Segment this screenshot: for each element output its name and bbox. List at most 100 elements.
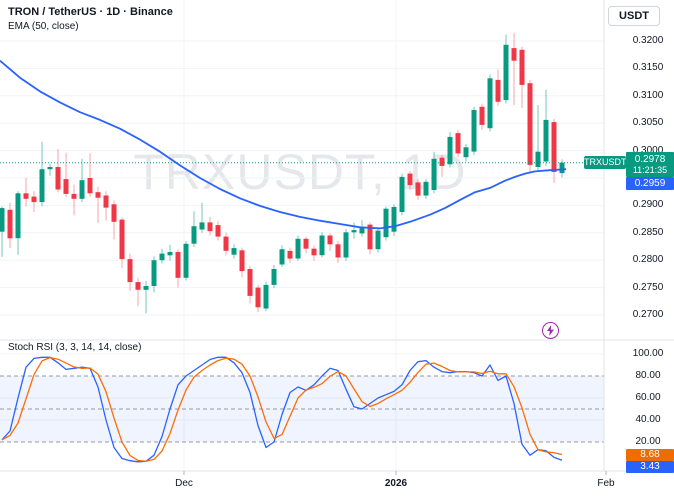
time-axis-label: Dec bbox=[175, 478, 193, 489]
candle bbox=[167, 252, 173, 256]
indicator-axis-label: 20.00 bbox=[635, 436, 661, 447]
candle bbox=[519, 49, 525, 85]
candle bbox=[127, 259, 133, 283]
symbol-price-line-label: TRXUSDT bbox=[584, 156, 627, 169]
indicator-axis-label: 60.00 bbox=[635, 392, 661, 403]
stoch-k-value-badge: 3.43 bbox=[626, 461, 674, 473]
lightning-icon bbox=[547, 325, 554, 336]
candle bbox=[455, 133, 461, 154]
candle bbox=[287, 250, 293, 259]
candle bbox=[431, 158, 437, 190]
candle bbox=[439, 157, 445, 166]
candle bbox=[511, 48, 517, 61]
candle bbox=[23, 193, 29, 199]
candle bbox=[207, 222, 213, 232]
symbol-watermark: TRXUSDT, 1D bbox=[133, 144, 467, 200]
candle bbox=[215, 225, 221, 237]
candle bbox=[367, 224, 373, 250]
candle bbox=[559, 162, 565, 174]
candle bbox=[71, 193, 77, 199]
candle bbox=[263, 284, 269, 309]
candle bbox=[535, 151, 541, 167]
candle bbox=[543, 119, 549, 162]
stoch-d-value-badge: 8.68 bbox=[626, 449, 674, 461]
price-axis-label: 0.3150 bbox=[632, 62, 664, 73]
candle bbox=[335, 244, 341, 258]
price-axis-label: 0.2700 bbox=[632, 309, 664, 320]
candle bbox=[247, 269, 253, 296]
time-axis-label: Feb bbox=[597, 478, 615, 489]
candle bbox=[423, 181, 429, 196]
candle bbox=[55, 167, 61, 190]
ema-line bbox=[0, 60, 567, 230]
candle bbox=[343, 232, 349, 258]
candle bbox=[79, 180, 85, 199]
candle bbox=[351, 230, 357, 233]
price-axis-label: 0.3000 bbox=[632, 145, 664, 156]
candle bbox=[31, 196, 37, 203]
candle bbox=[15, 193, 21, 239]
candle bbox=[391, 207, 397, 232]
candle bbox=[151, 260, 157, 286]
candle bbox=[463, 147, 469, 158]
price-axis-label: 0.2850 bbox=[632, 227, 664, 238]
candle bbox=[487, 78, 493, 129]
candle bbox=[319, 235, 325, 256]
price-axis-label: 0.2900 bbox=[632, 199, 664, 210]
candle bbox=[231, 248, 237, 255]
candle bbox=[503, 44, 509, 101]
candle bbox=[119, 219, 125, 260]
stoch-d-line bbox=[1, 356, 563, 462]
candle bbox=[143, 286, 149, 290]
candle bbox=[191, 226, 197, 244]
indicator-axis-label: 80.00 bbox=[635, 370, 661, 381]
candle bbox=[111, 204, 117, 222]
instant-trading-button[interactable] bbox=[542, 322, 559, 339]
price-axis-label: 0.2750 bbox=[632, 282, 664, 293]
legend-symbol-title[interactable]: TRON / TetherUS · 1D · Binance bbox=[8, 6, 173, 18]
candle bbox=[407, 173, 413, 186]
time-axis-label: 2026 bbox=[384, 478, 408, 489]
candle bbox=[103, 195, 109, 208]
candle bbox=[303, 238, 309, 249]
candle bbox=[295, 238, 301, 259]
currency-unit-button[interactable]: USDT bbox=[608, 6, 660, 26]
candle bbox=[63, 179, 69, 194]
candle bbox=[327, 235, 333, 245]
candle bbox=[399, 176, 405, 212]
candle bbox=[415, 182, 421, 196]
candle bbox=[279, 249, 285, 265]
candle bbox=[135, 282, 141, 290]
indicator-axis-label: 40.00 bbox=[635, 414, 661, 425]
ema-value-badge: 0.2959 bbox=[626, 177, 674, 190]
candle bbox=[527, 83, 533, 165]
countdown-timer: 11:21:35 bbox=[632, 165, 668, 175]
legend-ema-indicator[interactable]: EMA (50, close) bbox=[8, 21, 79, 32]
candle bbox=[159, 253, 165, 261]
last-price-badge: 0.2978 11:21:35 bbox=[626, 152, 674, 177]
candle bbox=[255, 287, 261, 308]
price-axis-label: 0.2800 bbox=[632, 254, 664, 265]
candle bbox=[183, 243, 189, 278]
candle bbox=[199, 222, 205, 230]
candle bbox=[39, 169, 45, 203]
candle bbox=[175, 252, 181, 278]
candle bbox=[87, 178, 93, 194]
price-axis-label: 0.3050 bbox=[632, 117, 664, 128]
candle bbox=[375, 230, 381, 250]
candle bbox=[47, 167, 53, 170]
legend-stoch-rsi-indicator[interactable]: Stoch RSI (3, 3, 14, 14, close) bbox=[8, 342, 142, 353]
candle bbox=[0, 208, 5, 232]
candle bbox=[359, 226, 365, 234]
price-axis-label: 0.3200 bbox=[632, 35, 664, 46]
chart-legend: TRON / TetherUS · 1D · Binance EMA (50, … bbox=[8, 5, 173, 34]
candle bbox=[223, 236, 229, 251]
candle bbox=[95, 192, 101, 198]
candle bbox=[7, 209, 13, 239]
last-price-value: 0.2978 bbox=[634, 154, 666, 165]
candle bbox=[311, 248, 317, 256]
candle bbox=[447, 136, 453, 165]
candle bbox=[383, 208, 389, 238]
